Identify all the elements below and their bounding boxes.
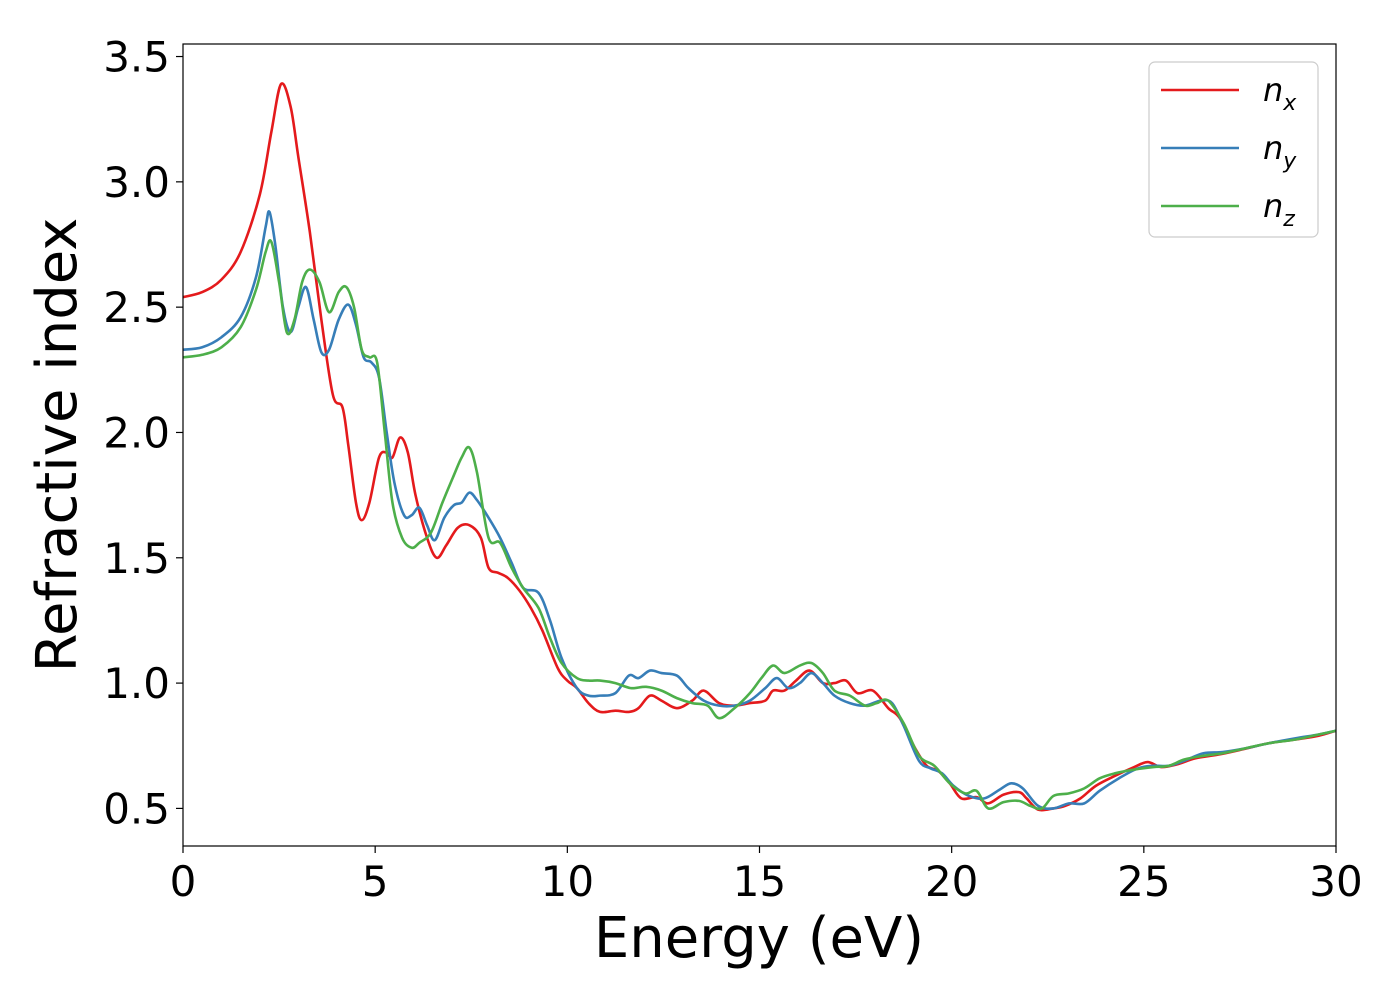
y-tick-label: 1.5 [103, 534, 170, 583]
x-tick-label: 0 [170, 857, 197, 906]
x-tick-label: 10 [541, 857, 594, 906]
series-layer [183, 82, 1336, 812]
legend-box [1148, 61, 1319, 238]
x-axis-title: Energy (eV) [594, 906, 924, 971]
y-tick-label: 3.5 [103, 33, 170, 82]
plot-area [183, 44, 1336, 846]
y-tick-label: 0.5 [103, 784, 170, 833]
y-tick-label: 3.0 [103, 158, 170, 207]
x-tick-label: 25 [1117, 857, 1170, 906]
series-line-ny [183, 209, 1336, 810]
series-line-nz [183, 239, 1336, 811]
y-tick-label: 1.0 [103, 659, 170, 708]
x-tick-label: 30 [1309, 857, 1362, 906]
x-tick-label: 20 [925, 857, 978, 906]
x-tick-label: 15 [733, 857, 786, 906]
y-tick-label: 2.0 [103, 408, 170, 457]
y-axis-title: Refractive index [25, 218, 90, 673]
x-axis: 0 5 10 15 20 25 30 [170, 846, 1363, 906]
y-tick-label: 2.5 [103, 283, 170, 332]
x-tick-label: 5 [362, 857, 389, 906]
y-axis: 0.5 1.0 1.5 2.0 2.5 3.0 3.5 [103, 33, 183, 833]
